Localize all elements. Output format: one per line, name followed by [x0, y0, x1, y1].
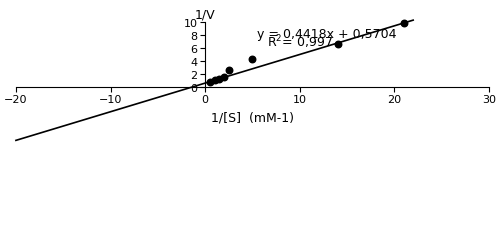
Point: [248, 58, 256, 62]
Point: [400, 22, 407, 26]
Text: 1/V: 1/V: [195, 8, 216, 21]
Point: [210, 79, 218, 83]
Point: [220, 75, 228, 79]
Point: [334, 43, 342, 47]
Text: R$^2$= 0,997: R$^2$= 0,997: [266, 34, 332, 51]
Point: [206, 81, 214, 85]
Text: y = 0,4418x + 0,5704: y = 0,4418x + 0,5704: [257, 27, 396, 40]
Point: [216, 77, 224, 81]
Point: [224, 69, 232, 73]
X-axis label: 1/[S]  (mM-1): 1/[S] (mM-1): [211, 111, 294, 123]
